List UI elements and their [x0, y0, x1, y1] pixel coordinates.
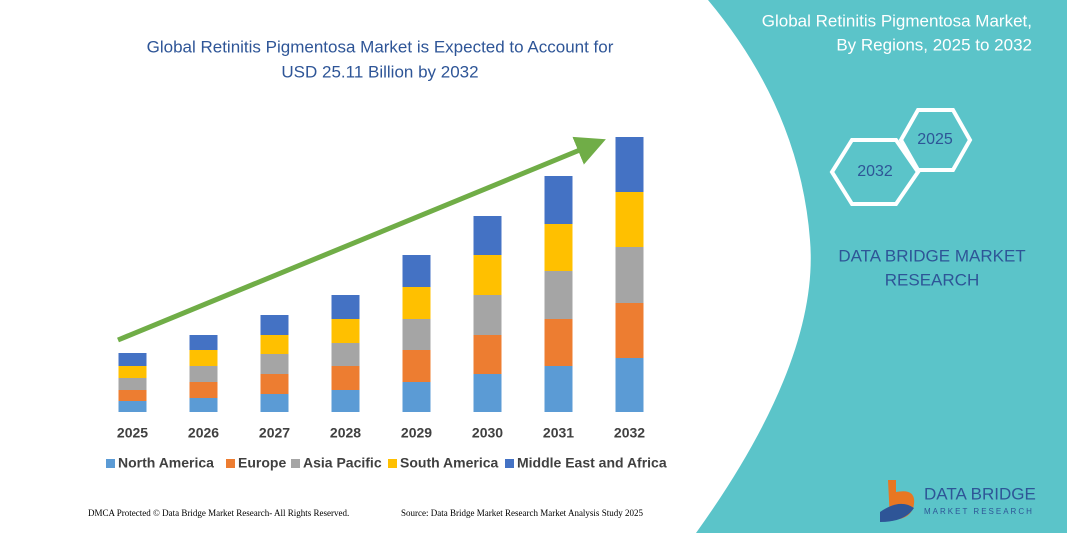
hexagon-label: 2032	[857, 163, 893, 180]
bar-segment	[331, 295, 360, 319]
bar-segment	[402, 287, 431, 319]
x-tick-label: 2028	[330, 425, 361, 441]
logo-tagline: MARKET RESEARCH	[924, 507, 1034, 516]
bar-segment	[189, 350, 218, 366]
bar-segment	[544, 224, 573, 271]
bar-segment	[189, 335, 218, 350]
bar-segment	[118, 401, 147, 412]
bar-segment	[331, 319, 360, 343]
bar-segment	[402, 319, 431, 350]
x-tick-label: 2027	[259, 425, 290, 441]
bar-segment	[260, 335, 289, 354]
bar-segment	[473, 216, 502, 255]
bar-segment	[544, 176, 573, 224]
logo-name: DATA BRIDGE	[924, 484, 1036, 503]
bar-segment	[260, 315, 289, 335]
bar-segment	[189, 382, 218, 398]
bar-segment	[118, 366, 147, 378]
bar-segment	[615, 247, 644, 303]
trend-arrow	[117, 136, 606, 343]
bar-segment	[544, 319, 573, 366]
bar-segment	[189, 398, 218, 412]
legend-swatch	[226, 459, 235, 468]
x-tick-label: 2031	[543, 425, 574, 441]
bar-segment	[260, 374, 289, 394]
bar-segment	[402, 350, 431, 382]
x-tick-label: 2032	[614, 425, 645, 441]
footer-right: Source: Data Bridge Market Research Mark…	[401, 508, 643, 518]
bar-segment	[544, 366, 573, 412]
bar-segment	[615, 303, 644, 358]
brand-text: RESEARCH	[885, 270, 979, 289]
hexagon	[829, 138, 921, 206]
legend-swatch	[106, 459, 115, 468]
bar-segment	[473, 255, 502, 295]
hexagon	[898, 108, 973, 172]
legend-swatch	[291, 459, 300, 468]
legend-label: Middle East and Africa	[517, 455, 667, 471]
bar-segment	[473, 295, 502, 335]
brand-text: DATA BRIDGE MARKET	[838, 246, 1025, 265]
bar-segment	[402, 382, 431, 412]
legend-swatch	[388, 459, 397, 468]
bar-segment	[260, 394, 289, 412]
x-tick-label: 2026	[188, 425, 219, 441]
legend-swatch	[505, 459, 514, 468]
bar-segment	[118, 353, 147, 366]
side-title: By Regions, 2025 to 2032	[836, 35, 1032, 54]
bar-segment	[331, 366, 360, 390]
legend-label: Europe	[238, 455, 286, 471]
bar-segment	[402, 255, 431, 287]
footer-left: DMCA Protected © Data Bridge Market Rese…	[88, 508, 349, 518]
bar-segment	[118, 378, 147, 390]
chart-title: USD 25.11 Billion by 2032	[281, 62, 478, 81]
chart-title: Global Retinitis Pigmentosa Market is Ex…	[147, 37, 614, 56]
side-title: Global Retinitis Pigmentosa Market,	[762, 11, 1032, 30]
x-tick-label: 2030	[472, 425, 503, 441]
bar-segment	[544, 271, 573, 319]
logo-icon	[880, 503, 914, 522]
hexagon-label: 2025	[917, 131, 953, 148]
bar-segment	[615, 137, 644, 192]
bar-segment	[615, 192, 644, 247]
x-tick-label: 2025	[117, 425, 148, 441]
legend-label: Asia Pacific	[303, 455, 382, 471]
legend-label: North America	[118, 455, 214, 471]
bar-segment	[189, 366, 218, 382]
bar-segment	[473, 374, 502, 412]
side-panel	[696, 0, 1067, 533]
legend-label: South America	[400, 455, 498, 471]
bar-segment	[331, 390, 360, 412]
bar-segment	[615, 358, 644, 412]
x-tick-label: 2029	[401, 425, 432, 441]
bar-segment	[473, 335, 502, 374]
bar-segment	[118, 390, 147, 401]
bar-segment	[260, 354, 289, 374]
bar-segment	[331, 343, 360, 366]
